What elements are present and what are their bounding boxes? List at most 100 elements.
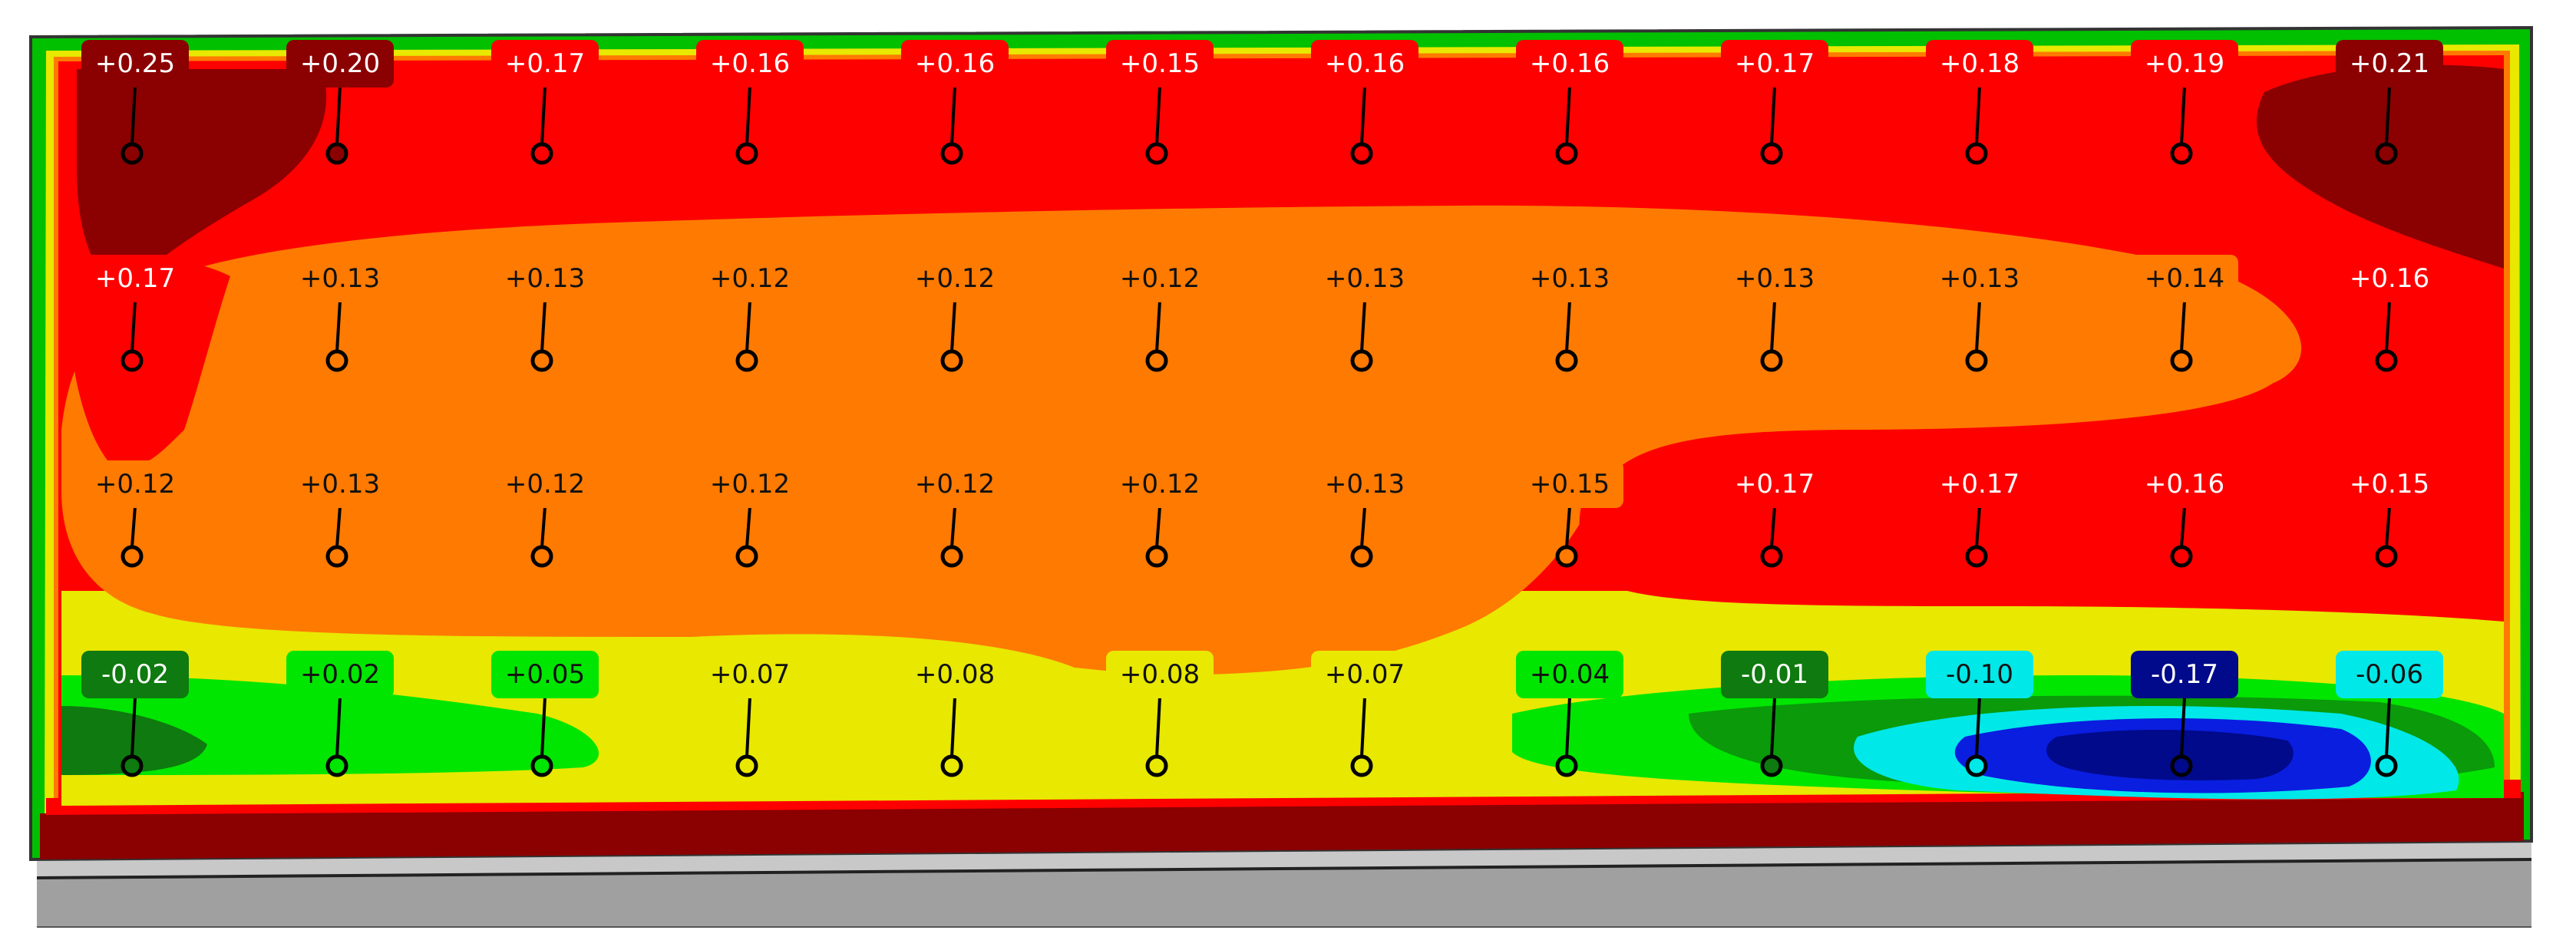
gauge-dot [940,545,963,568]
value-badge [901,651,1009,698]
measurement-point: +0.12 [901,460,1009,568]
value-label: +0.07 [710,659,790,690]
leader-line [1770,506,1776,548]
measurement-point: +0.17 [1926,460,2033,568]
leader-line [540,696,547,757]
gauge-dot [735,349,758,372]
leader-line [1360,696,1366,757]
gauge-dot [121,349,144,372]
leader-line [1770,300,1776,352]
value-label: +0.15 [2350,469,2429,500]
value-badge [696,40,804,87]
gauge-dot [735,545,758,568]
gauge-dot [325,142,348,165]
value-label: -0.06 [2356,659,2423,690]
value-label: +0.25 [95,48,175,79]
leader-line [1360,85,1366,145]
value-label: -0.02 [101,659,169,690]
measurement-point: +0.13 [1721,255,1828,372]
value-badge [1721,460,1828,508]
value-badge [1516,460,1623,508]
measurement-point: +0.12 [901,255,1009,372]
value-badge [696,651,804,698]
value-badge [1311,651,1418,698]
gauge-dot [2170,349,2193,372]
measurement-point: +0.02 [286,651,394,777]
measurement-point: -0.10 [1926,651,2033,777]
measurement-point: +0.17 [1721,40,1828,165]
measurement-point: +0.25 [81,40,189,165]
measurement-point: +0.16 [696,40,804,165]
value-badge [491,651,599,698]
gauge-dot [1145,754,1168,777]
value-badge [2131,460,2238,508]
leader-line [745,696,751,757]
gauge-dot [1965,754,1988,777]
measurement-point: -0.06 [2336,651,2443,777]
gauge-dot [1555,754,1578,777]
leader-line [1975,696,1981,757]
measurement-point: +0.13 [286,460,394,568]
leader-line [2385,506,2391,548]
value-label: +0.16 [1325,48,1405,79]
measurement-point: +0.14 [2131,255,2238,372]
gauge-dot [2375,545,2398,568]
measurement-point: +0.12 [1106,460,1214,568]
value-label: +0.13 [1325,263,1405,294]
value-label: +0.14 [2145,263,2224,294]
leader-line [2180,696,2186,757]
value-label: -0.01 [1741,659,1808,690]
value-label: +0.17 [1735,469,1815,500]
measurement-point: +0.16 [1516,40,1623,165]
value-label: +0.12 [1120,263,1200,294]
gauge-dot [2375,349,2398,372]
value-label: +0.13 [300,263,380,294]
measurement-point: +0.07 [1311,651,1418,777]
value-label: +0.16 [1530,48,1610,79]
value-label: -0.17 [2151,659,2218,690]
value-label: +0.12 [710,469,790,500]
value-label: +0.13 [300,469,380,500]
gauge-dot [325,754,348,777]
measurement-point: +0.12 [491,460,599,568]
value-badge [1926,40,2033,87]
gauge-dot [1350,754,1373,777]
value-badge [1516,255,1623,302]
leader-line [130,85,137,145]
leader-line [1565,300,1571,352]
value-badge [286,40,394,87]
value-badge [1311,460,1418,508]
measurement-point: +0.12 [696,460,804,568]
gauge-dot [2375,754,2398,777]
gauge-dot [940,349,963,372]
gauge-dot [1350,142,1373,165]
gauge-dot [2170,142,2193,165]
leader-line [950,506,956,548]
leader-line [335,300,342,352]
leader-line [335,696,342,757]
leader-line [1155,506,1161,548]
measurement-point: +0.16 [2336,255,2443,372]
leader-line [1975,506,1981,548]
value-label: +0.12 [505,469,585,500]
value-badge [1721,651,1828,698]
gauge-dot [1350,349,1373,372]
value-badge [491,460,599,508]
value-badge [1926,651,2033,698]
measurement-point: +0.17 [491,40,599,165]
value-label: +0.13 [1735,263,1815,294]
value-label: +0.04 [1530,659,1610,690]
leader-line [1360,300,1366,352]
measurement-point: -0.02 [81,651,189,777]
value-badge [81,651,189,698]
measurement-point: -0.01 [1721,651,1828,777]
measurement-point: +0.13 [1311,255,1418,372]
gauge-dot [121,142,144,165]
value-badge [1311,40,1418,87]
measurement-point: +0.13 [491,255,599,372]
measurement-point: +0.04 [1516,651,1623,777]
leader-line [1975,300,1981,352]
leader-line [745,300,751,352]
measurement-point: +0.15 [2336,460,2443,568]
gauge-dot [530,545,553,568]
